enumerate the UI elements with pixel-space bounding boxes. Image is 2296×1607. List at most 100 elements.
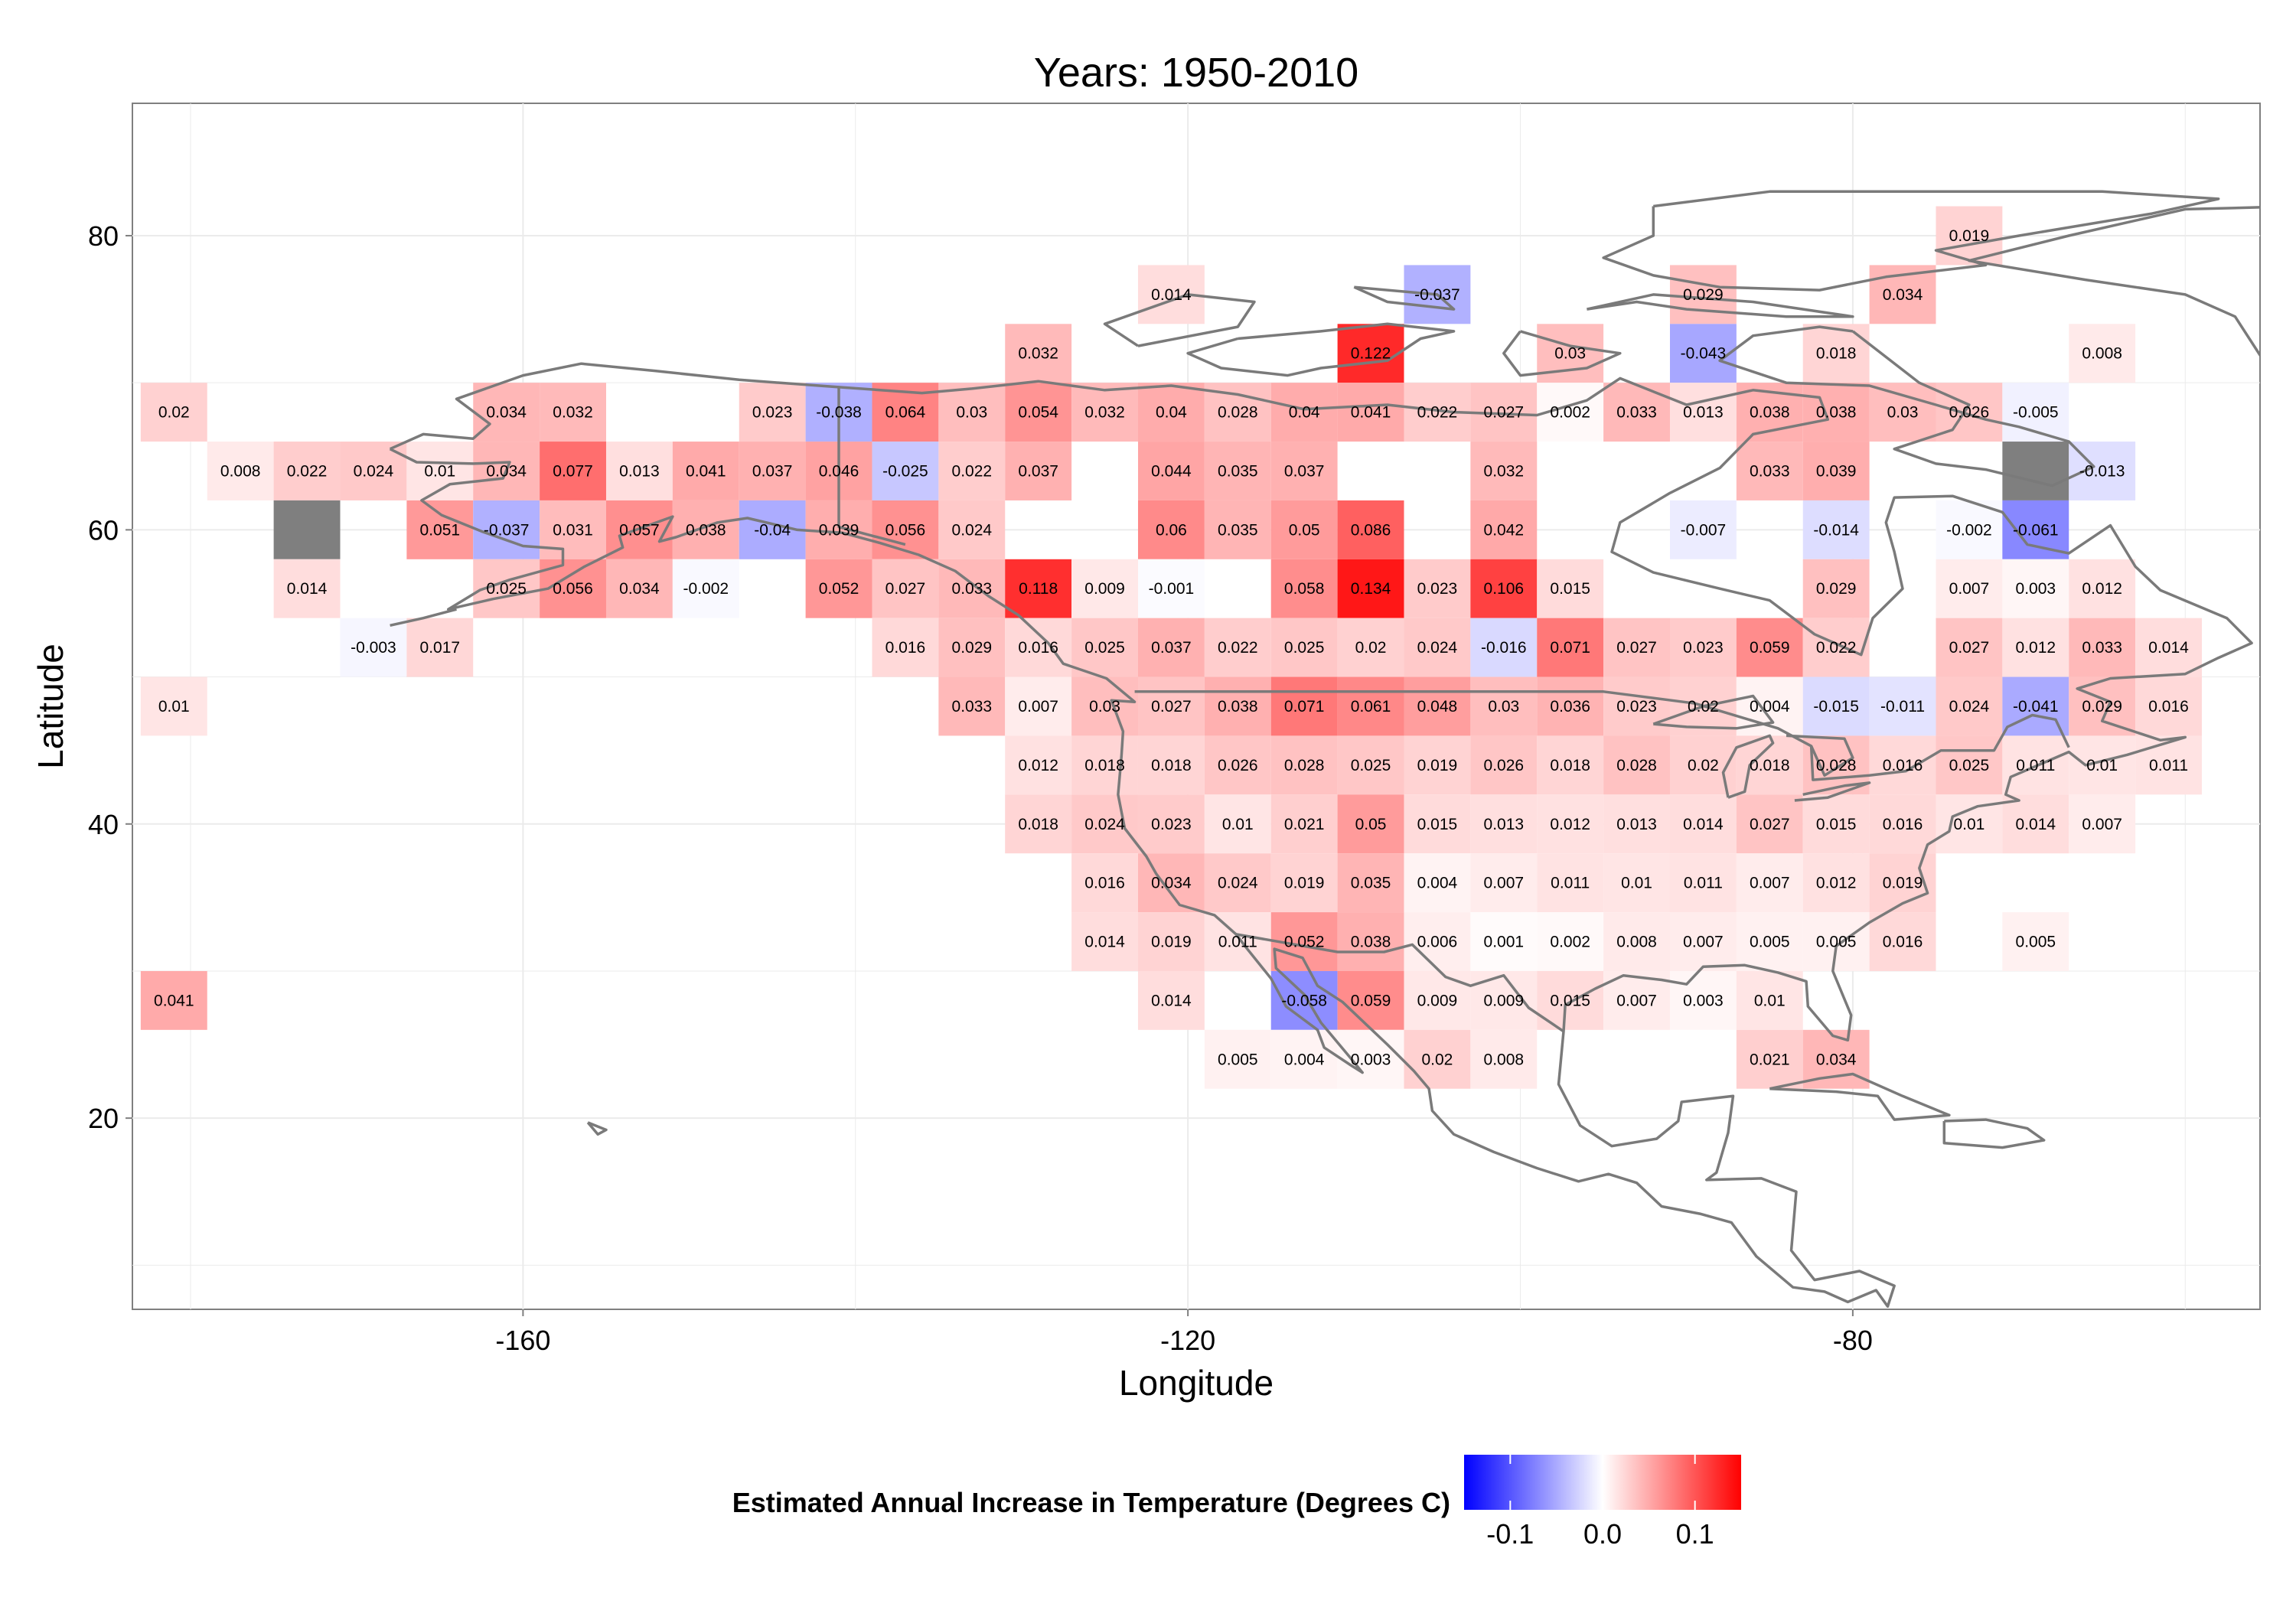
heatmap-cell	[1005, 383, 1072, 442]
cell-value-label: 0.02	[1688, 698, 1719, 715]
heatmap-cell	[1537, 912, 1604, 971]
cell-value-label: 0.118	[1019, 580, 1058, 598]
cell-value-label: 0.007	[1949, 580, 1990, 598]
coastline	[1353, 285, 1456, 311]
cell-value-label: 0.006	[1417, 934, 1458, 951]
cell-value-label: 0.04	[1289, 404, 1320, 422]
cell-value-label: 0.014	[2016, 816, 2056, 833]
cell-value-label: -0.041	[2013, 698, 2059, 715]
heatmap-cell	[1537, 676, 1604, 736]
heatmap-cell	[1669, 500, 1737, 559]
cell-value-label: 0.023	[1417, 580, 1458, 598]
cell-value-label: 0.059	[1750, 639, 1790, 657]
cell-value-label: -0.001	[1149, 580, 1195, 598]
heatmap-cell	[1669, 618, 1737, 677]
heatmap-cell	[1603, 912, 1670, 971]
cell-value-label: 0.037	[1018, 462, 1058, 480]
cell-value-label: 0.052	[819, 580, 859, 598]
cell-value-label: 0.057	[619, 521, 660, 539]
heatmap-cell	[1337, 1029, 1404, 1089]
heatmap-cell	[1137, 970, 1205, 1030]
cell-value-label: 0.012	[1018, 757, 1058, 774]
cell-value-label: 0.014	[1151, 992, 1192, 1009]
heatmap-cell	[1603, 794, 1670, 854]
cell-value-label: 0.011	[2149, 757, 2188, 774]
cell-value-label: 0.039	[1816, 462, 1857, 480]
heatmap-cell	[1337, 559, 1404, 618]
heatmap-cell	[1204, 735, 1271, 795]
y-tick-label: 20	[88, 1103, 119, 1134]
cell-value-label: 0.028	[1616, 757, 1657, 774]
heatmap-cell	[2002, 618, 2069, 677]
coastline	[389, 362, 2253, 1308]
cell-value-label: 0.008	[220, 462, 261, 480]
heatmap-cell	[1669, 912, 1737, 971]
cell-value-label: -0.002	[683, 580, 729, 598]
heatmap-cell	[1270, 676, 1338, 736]
heatmap-cell	[473, 383, 540, 442]
cell-value-label: 0.011	[1218, 934, 1257, 951]
cell-value-label: 0.034	[1151, 875, 1192, 892]
cell-value-label: 0.024	[1218, 875, 1258, 892]
cell-value-label: 0.014	[287, 580, 328, 598]
cell-value-label: 0.029	[1683, 286, 1724, 304]
heatmap-cell	[1270, 794, 1338, 854]
heatmap-cell	[1270, 853, 1338, 913]
y-tick-label: 40	[88, 809, 119, 840]
coastline	[1103, 293, 1256, 347]
cell-value-label: 0.001	[1484, 934, 1525, 951]
y-axis: 20 40 60 80	[88, 220, 132, 1134]
heatmap-cell	[1470, 676, 1538, 736]
cell-value-label: 0.022	[1417, 404, 1458, 422]
heatmap-cell	[1736, 618, 1803, 677]
coastline	[1652, 694, 1775, 730]
heatmap-cell	[872, 618, 939, 677]
cell-value-label: 0.019	[1883, 875, 1923, 892]
cell-value-label: 0.003	[1351, 1051, 1391, 1068]
cell-value-label: 0.016	[1084, 875, 1125, 892]
cell-value-label: 0.021	[1284, 816, 1325, 833]
cell-value-label: 0.019	[1151, 934, 1192, 951]
heatmap-cell	[1404, 735, 1471, 795]
cell-value-label: 0.046	[819, 462, 859, 480]
cell-value-label: -0.014	[1813, 521, 1859, 539]
cell-value-label: 0.03	[1488, 698, 1519, 715]
heatmap-cell	[540, 442, 606, 500]
chart-title: Years: 1950-2010	[1034, 50, 1358, 96]
heatmap-cell	[1204, 442, 1271, 500]
heatmap-cell	[1071, 383, 1138, 442]
coastline	[1718, 325, 2095, 487]
cell-value-label: 0.037	[1151, 639, 1192, 657]
heatmap-cell	[872, 559, 939, 618]
cell-value-label: 0.016	[885, 639, 926, 657]
cell-value-label: 0.028	[1218, 404, 1258, 422]
cell-value-label: 0.032	[1484, 462, 1525, 480]
heatmap-cell	[1071, 676, 1138, 736]
cell-value-label: 0.025	[486, 580, 527, 598]
heatmap-cell	[1404, 676, 1471, 736]
heatmap-cell	[605, 442, 673, 500]
heatmap-cell	[1470, 1029, 1538, 1089]
cell-value-label: 0.03	[1089, 698, 1120, 715]
heatmap-cell	[2069, 559, 2136, 618]
cell-value-label: 0.05	[1289, 521, 1320, 539]
coastline	[1968, 206, 2260, 358]
cell-value-label: 0.026	[1949, 404, 1990, 422]
heatmap-cell	[672, 500, 739, 559]
y-tick-label: 80	[88, 220, 119, 252]
cell-value-label: 0.023	[1616, 698, 1657, 715]
cell-value-label: 0.011	[2016, 757, 2055, 774]
heatmap-cell	[273, 442, 341, 500]
heatmap-cell	[1869, 676, 1936, 736]
cell-value-label: -0.002	[1946, 521, 1992, 539]
cell-value-label: -0.007	[1681, 521, 1727, 539]
cell-value-label: 0.032	[553, 404, 593, 422]
cell-value-label: 0.014	[1084, 934, 1125, 951]
heatmap-cell	[1936, 500, 2003, 559]
cell-value-label: 0.013	[619, 462, 660, 480]
cell-value-label: 0.024	[1417, 639, 1458, 657]
cell-value-label: 0.035	[1218, 462, 1258, 480]
heatmap-cell	[140, 970, 207, 1030]
cell-value-label: -0.016	[1481, 639, 1527, 657]
heatmap-cell	[1802, 794, 1870, 854]
